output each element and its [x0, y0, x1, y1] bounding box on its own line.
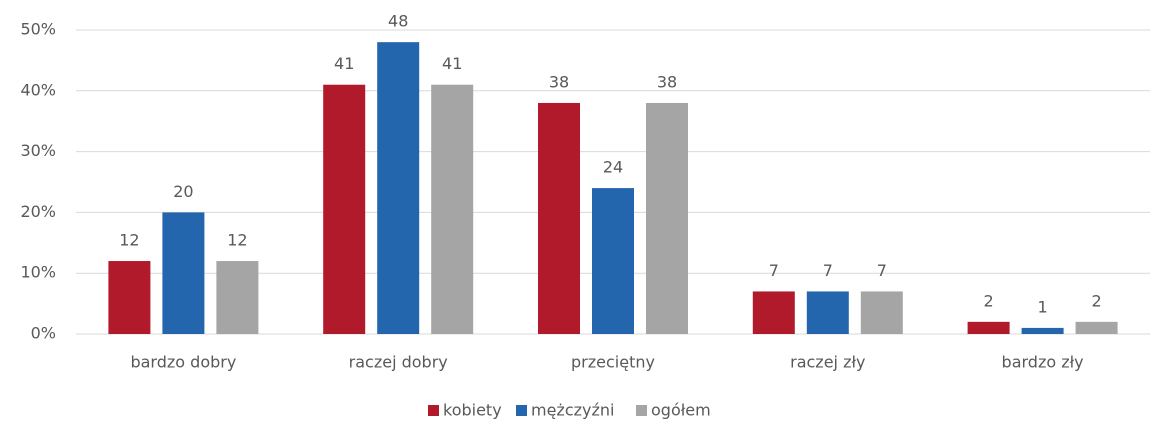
- bar: [538, 102, 580, 335]
- x-tick-label: raczej zły: [790, 353, 865, 372]
- bar: [967, 321, 1010, 334]
- y-tick-label: 40%: [20, 80, 56, 99]
- bar: [860, 291, 903, 334]
- data-label: 7: [769, 261, 779, 280]
- y-tick-label: 10%: [20, 263, 56, 282]
- y-tick-label: 0%: [31, 324, 56, 343]
- bar: [216, 261, 259, 334]
- legend-swatch: [516, 405, 527, 416]
- bar: [646, 102, 688, 335]
- legend-label: kobiety: [443, 401, 502, 420]
- bar: [1021, 327, 1064, 334]
- bar: [431, 84, 474, 334]
- data-label: 41: [334, 54, 354, 73]
- legend-swatch: [636, 405, 647, 416]
- x-tick-label: raczej dobry: [349, 353, 448, 372]
- bar: [592, 188, 634, 334]
- data-label: 2: [1092, 291, 1102, 310]
- bar: [108, 261, 151, 334]
- data-label: 41: [442, 54, 462, 73]
- data-label: 1: [1038, 297, 1048, 316]
- data-label: 7: [823, 261, 833, 280]
- bar: [1075, 321, 1118, 334]
- data-label: 7: [877, 261, 887, 280]
- data-label: 38: [657, 72, 677, 91]
- data-label: 12: [227, 231, 247, 250]
- x-tick-label: bardzo zły: [1002, 353, 1084, 372]
- legend-label: mężczyźni: [531, 401, 614, 420]
- x-tick-label: przeciętny: [571, 353, 655, 372]
- legend-label: ogółem: [651, 401, 711, 420]
- data-label: 12: [119, 231, 139, 250]
- data-label: 38: [549, 72, 569, 91]
- y-tick-label: 30%: [20, 141, 56, 160]
- bar: [377, 42, 420, 334]
- bar: [806, 291, 849, 334]
- y-tick-label: 20%: [20, 202, 56, 221]
- data-label: 20: [173, 182, 193, 201]
- legend-swatch: [428, 405, 439, 416]
- data-label: 2: [984, 291, 994, 310]
- data-label: 24: [603, 158, 623, 177]
- bar: [162, 212, 205, 334]
- data-label: 48: [388, 12, 408, 31]
- x-tick-label: bardzo dobry: [130, 353, 236, 372]
- bar: [323, 84, 366, 334]
- bar: [752, 291, 795, 334]
- y-tick-label: 50%: [20, 20, 56, 39]
